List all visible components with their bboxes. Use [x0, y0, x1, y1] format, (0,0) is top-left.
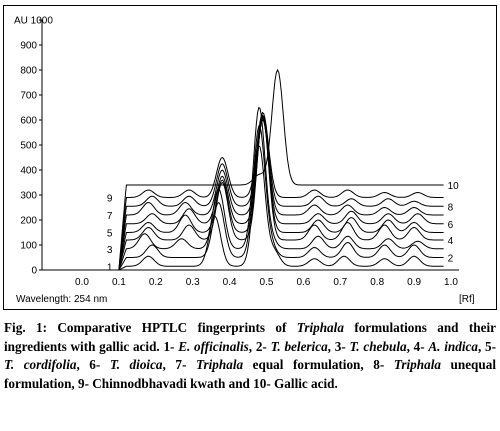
series-label: 4: [448, 236, 454, 247]
y-tick-label: 200: [20, 216, 37, 227]
series-trace-10: [118, 68, 444, 271]
caption-part: T. belerica: [270, 338, 328, 354]
caption-part: , 6-: [76, 357, 110, 372]
series-label: 6: [448, 220, 454, 231]
caption-part: E. officinalis: [178, 338, 249, 354]
series-trace-9: [118, 111, 444, 271]
caption-part: T. dioica: [109, 357, 163, 372]
x-axis-label: [Rf]: [459, 294, 475, 305]
series-trace-3: [118, 106, 444, 271]
series-label: 2: [448, 254, 454, 265]
x-tick-label: 0.5: [260, 277, 274, 288]
series-trace-7: [118, 119, 444, 271]
series-label: 5: [107, 229, 113, 240]
caption-part: Triphala: [195, 357, 244, 372]
series-label: 1: [107, 262, 113, 273]
x-tick-label: 1.0: [444, 277, 458, 288]
caption-part: , 5-: [477, 338, 496, 354]
x-tick-label: 0.1: [112, 277, 126, 288]
caption-part: , 7-: [162, 357, 196, 372]
x-tick-label: 0.4: [223, 277, 237, 288]
y-tick-label: 100: [20, 241, 37, 252]
caption-part: , 3-: [327, 338, 350, 354]
series-trace-6: [118, 117, 444, 271]
y-tick-label: 500: [20, 141, 37, 152]
caption-part: Triphala: [296, 320, 344, 335]
series-label: 9: [107, 194, 113, 205]
series-trace-5: [118, 116, 444, 271]
y-tick-label: 900: [20, 41, 37, 52]
series-trace-1: [118, 145, 444, 271]
caption-part: T. chebula: [349, 338, 407, 354]
y-tick-label: 700: [20, 91, 37, 102]
series-trace-8: [118, 115, 444, 271]
y-tick-label: 800: [20, 66, 37, 77]
series-label: 8: [448, 202, 454, 213]
y-tick-label: 0: [31, 266, 37, 277]
caption-part: formulations and their ingredients with …: [4, 320, 496, 354]
series-label: 7: [107, 211, 113, 222]
x-tick-label: 0.8: [370, 277, 384, 288]
caption-part: A. indica: [428, 338, 478, 354]
y-tick-label: 300: [20, 191, 37, 202]
caption-part: equal formulation, 8-: [243, 357, 394, 372]
wavelength-annotation: Wavelength: 254 nm: [16, 294, 107, 305]
caption-part: Triphala: [393, 357, 441, 372]
series-label: 10: [448, 181, 460, 192]
series-trace-4: [118, 114, 444, 271]
hptlc-chart: 0 100 200 300 400 500 600 700 800 900 AU 1000 0.0 0.…: [14, 16, 475, 306]
caption-part: unequal formulation, 9- Chinnodbhavadi k…: [4, 357, 496, 391]
x-tick-label: 0.0: [75, 277, 89, 288]
y-tick-label: 600: [20, 116, 37, 127]
x-tick-label: 0.6: [296, 277, 310, 288]
caption-part: T. cordifolia: [4, 357, 77, 372]
x-tick-label: 0.3: [186, 277, 200, 288]
figure-caption: Fig. 1: Comparative HPTLC fingerprints o…: [4, 319, 496, 393]
x-tick-label: 0.7: [333, 277, 347, 288]
caption-part: , 2-: [248, 338, 271, 354]
series-label: 3: [107, 245, 113, 256]
caption-part: Comparative HPTLC fingerprints of: [47, 320, 297, 335]
figure-panel: 0 100 200 300 400 500 600 700 800 900 AU 1000 0.0 0.…: [3, 5, 497, 310]
x-tick-label: 0.2: [149, 277, 163, 288]
series-trace-2: [118, 125, 444, 271]
y-tick-label: 400: [20, 166, 37, 177]
y-axis-label: AU 1000: [14, 16, 53, 27]
caption-body: Comparative HPTLC fingerprints of Tripha…: [4, 320, 496, 391]
caption-part: , 4-: [406, 338, 429, 354]
x-tick-label: 0.9: [407, 277, 421, 288]
caption-fig-label: Fig. 1:: [4, 320, 47, 335]
